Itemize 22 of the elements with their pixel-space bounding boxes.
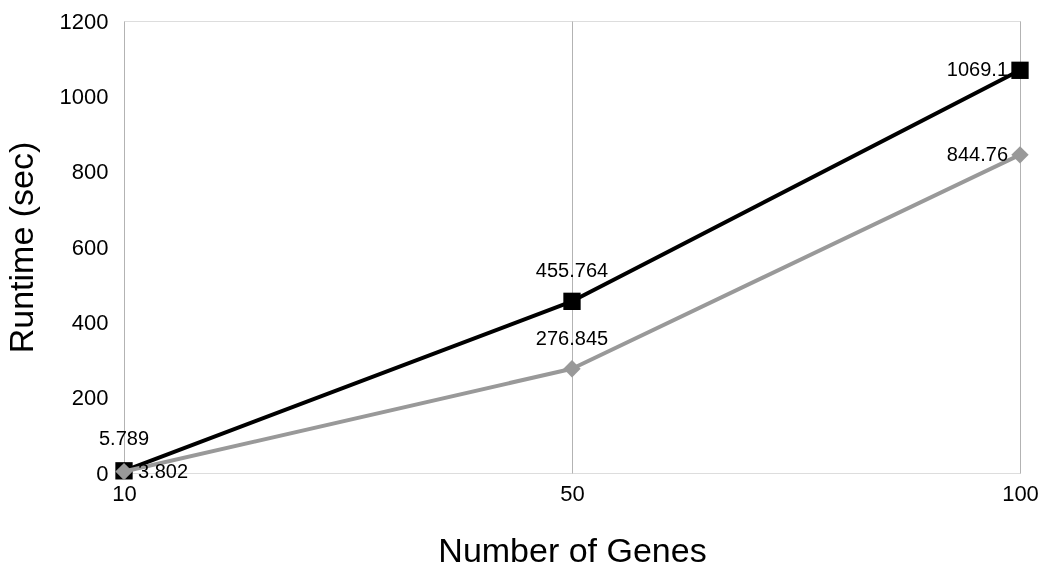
y-tick-label: 600 (71, 234, 109, 260)
point (1011, 146, 1029, 164)
y-tick-label: 0 (96, 460, 109, 486)
data-label: 3.802 (138, 459, 189, 482)
x-axis-title: Number of Genes (438, 530, 707, 569)
y-tick-label: 400 (71, 309, 109, 335)
point (1011, 61, 1029, 79)
data-label: 455.764 (535, 259, 609, 282)
y-tick-label: 1200 (59, 8, 109, 34)
x-tick-label: 100 (1002, 480, 1039, 506)
y-axis-title: Runtime (sec) (1, 141, 40, 354)
x-tick-label: 10 (112, 480, 137, 506)
y-tick-label: 1000 (59, 83, 109, 109)
data-label: 844.76 (946, 142, 1008, 165)
point (563, 292, 581, 310)
data-label: 276.845 (535, 326, 609, 349)
point (563, 360, 581, 378)
y-tick-label: 200 (71, 385, 109, 411)
x-tick-label: 50 (560, 480, 585, 506)
y-tick-label: 800 (71, 159, 109, 185)
data-label: 1069.1 (946, 58, 1008, 81)
data-label: 5.789 (98, 426, 150, 449)
